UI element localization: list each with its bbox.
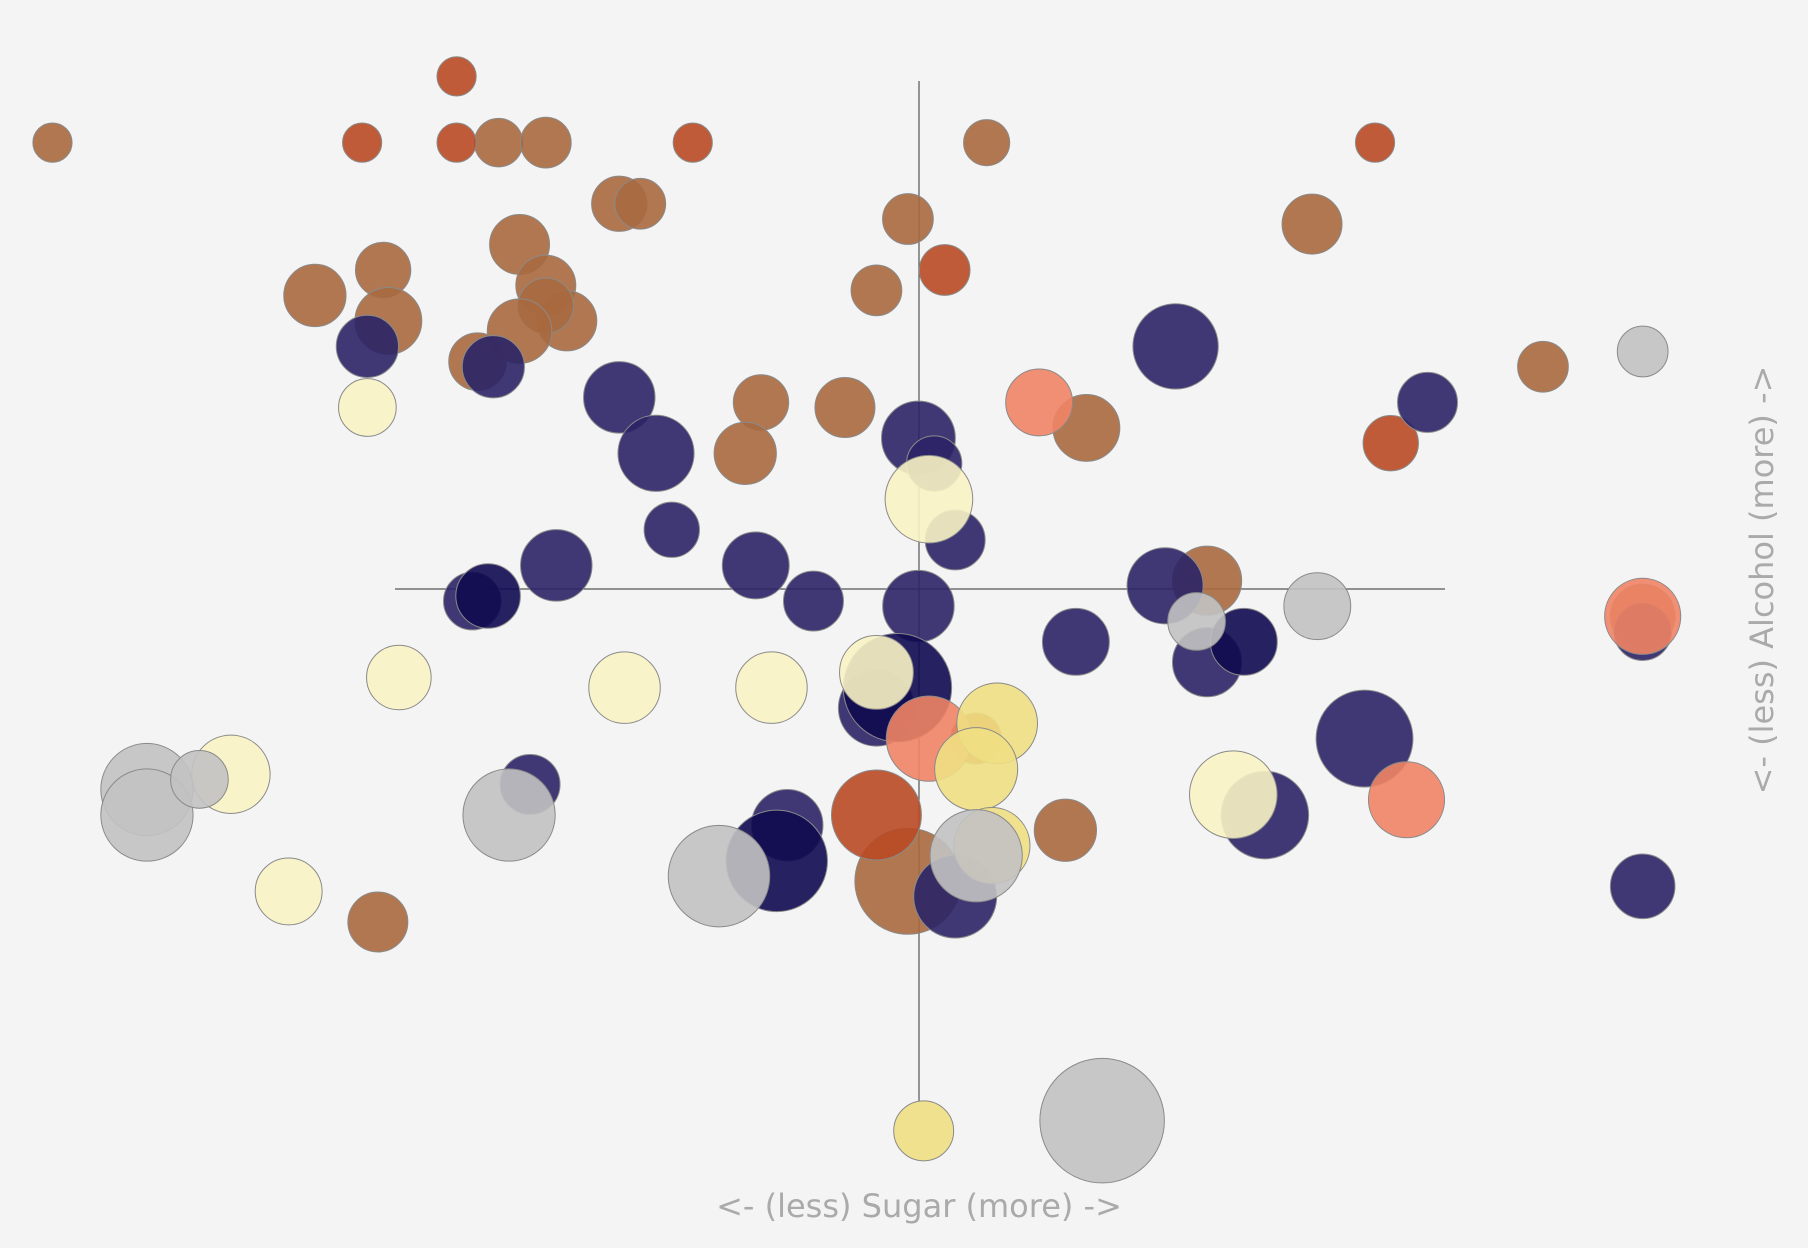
bubble	[461, 335, 525, 399]
bubble	[338, 378, 397, 437]
bubbles	[32, 56, 1682, 1184]
bubble	[588, 651, 661, 724]
bubble	[170, 750, 229, 809]
bubble	[934, 727, 1019, 812]
bubble	[1616, 325, 1669, 378]
bubble	[347, 891, 409, 953]
bubble	[1354, 122, 1396, 163]
bubble	[1033, 798, 1098, 862]
bubble	[672, 122, 713, 163]
bubble	[884, 454, 974, 544]
bubble	[436, 56, 477, 97]
bubble	[32, 122, 73, 163]
bubble	[366, 644, 432, 711]
bubble	[583, 361, 656, 434]
bubble	[254, 857, 323, 926]
bubble	[643, 501, 700, 558]
bubble	[283, 263, 347, 328]
bubble	[1167, 592, 1226, 651]
bubble	[436, 122, 477, 163]
bubble	[1517, 340, 1569, 393]
bubble	[1609, 853, 1676, 920]
bubble	[713, 421, 777, 485]
bubble	[1397, 371, 1458, 433]
bubble	[519, 116, 572, 169]
bubble	[782, 570, 844, 632]
bubble	[963, 119, 1011, 167]
bubble	[830, 769, 922, 861]
bubble	[617, 414, 695, 492]
bubble	[721, 531, 790, 600]
bubble	[1362, 414, 1419, 472]
bubble	[667, 824, 771, 928]
bubble	[1283, 572, 1352, 641]
bubble	[735, 651, 808, 724]
bubble	[1041, 607, 1110, 676]
bubble	[814, 377, 876, 438]
bubble	[839, 634, 914, 710]
bubble	[473, 117, 524, 168]
bubble	[882, 193, 934, 245]
bubble	[929, 809, 1023, 903]
bubble	[342, 122, 383, 163]
bubble	[882, 569, 955, 643]
bubble	[1604, 577, 1682, 655]
bubble	[1189, 750, 1278, 839]
bubble	[520, 529, 593, 602]
bubble	[455, 563, 521, 629]
bubble	[1132, 303, 1219, 390]
bubble	[1039, 1057, 1165, 1184]
bubble	[850, 264, 903, 317]
x-axis-title: <- (less) Sugar (more) ->	[716, 1187, 1122, 1225]
bubble	[614, 177, 667, 230]
bubble	[893, 1100, 955, 1162]
bubble	[335, 314, 400, 379]
bubble	[732, 374, 790, 431]
bubble	[1005, 368, 1074, 437]
bubble	[1315, 689, 1414, 788]
bubble	[462, 768, 556, 862]
bubble	[918, 244, 971, 296]
y-axis-title: <- (less) Alcohol (more) ->	[1743, 366, 1781, 795]
bubble	[100, 768, 194, 862]
bubble	[1367, 761, 1446, 839]
bubble	[1281, 193, 1343, 255]
